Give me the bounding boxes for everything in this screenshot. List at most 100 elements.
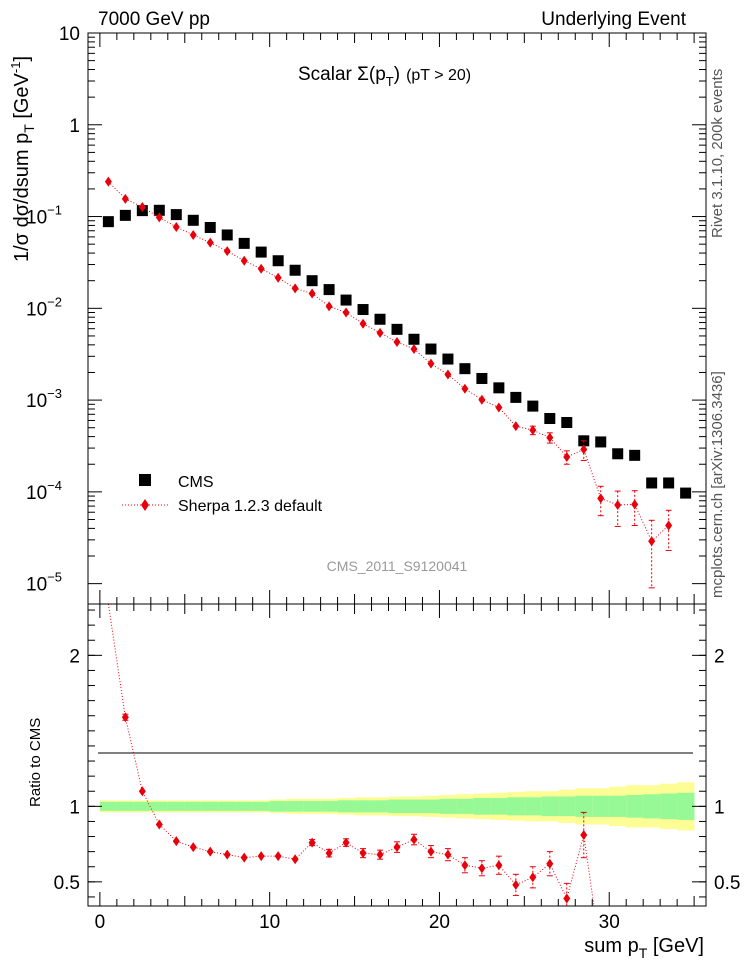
ratio-band-inner xyxy=(456,798,474,814)
sherpa-point xyxy=(444,369,452,380)
ratio-band-inner xyxy=(252,801,271,811)
sherpa-point xyxy=(138,202,146,213)
ratio-ytick-label-left: 0.5 xyxy=(54,873,80,894)
ratio-band-inner xyxy=(218,801,237,811)
ratio-band-inner xyxy=(660,793,678,820)
ratio-band-inner xyxy=(558,796,576,817)
cms-point xyxy=(425,343,437,355)
sherpa-ratio-point xyxy=(563,893,571,904)
sherpa-point xyxy=(478,394,486,405)
ratio-ytick-label-left: 2 xyxy=(69,646,80,667)
sherpa-point xyxy=(104,176,112,187)
ratio-band-inner xyxy=(371,800,389,813)
sherpa-ratio-point xyxy=(189,842,197,853)
sherpa-point xyxy=(240,255,248,266)
cms-point xyxy=(238,237,250,249)
main-ytick-label: 10−4 xyxy=(26,478,62,504)
sherpa-ratio-point xyxy=(274,851,282,862)
ratio-band-inner xyxy=(354,800,372,813)
analysis-watermark: CMS_2011_S9120041 xyxy=(327,558,468,574)
cms-point xyxy=(629,449,641,461)
legend-marker-sherpa xyxy=(141,499,149,511)
ratio-band-inner xyxy=(473,798,491,815)
legend-marker-cms xyxy=(139,474,151,486)
sherpa-ratio-point xyxy=(427,846,435,857)
sherpa-ratio-point xyxy=(580,830,588,841)
sherpa-point xyxy=(563,451,571,462)
ratio-band-inner xyxy=(337,800,355,813)
cms-point xyxy=(187,214,199,226)
ratio-xtick-label: 10 xyxy=(259,912,280,933)
ratio-band-inner xyxy=(609,795,627,817)
cms-point xyxy=(527,400,539,412)
cms-point xyxy=(323,284,335,296)
main-marks xyxy=(102,176,692,589)
sherpa-point xyxy=(427,358,435,369)
cms-point xyxy=(646,477,658,489)
energy-label: 7000 GeV pp xyxy=(98,9,210,30)
cms-point xyxy=(493,382,505,394)
main-ytick-label: 10−1 xyxy=(26,203,62,229)
cms-point xyxy=(680,487,692,499)
cms-point xyxy=(476,372,488,384)
cms-point xyxy=(153,204,165,216)
sherpa-point xyxy=(665,520,673,531)
plot-title: Scalar Σ(pT) (pT > 20) xyxy=(298,64,471,89)
ratio-band-inner xyxy=(405,799,423,814)
sherpa-point xyxy=(546,432,554,443)
cms-point xyxy=(408,333,420,345)
sherpa-point xyxy=(495,402,503,413)
sherpa-ratio-point xyxy=(257,851,265,862)
cms-point xyxy=(204,221,216,233)
cms-point xyxy=(663,477,675,489)
ratio-band-inner xyxy=(303,801,321,812)
sherpa-point xyxy=(529,425,537,436)
cms-point xyxy=(561,416,573,428)
ratio-ytick-label-right: 2 xyxy=(714,646,725,667)
ratio-marks xyxy=(107,603,595,907)
ratio-band-inner xyxy=(167,801,186,811)
mcplots-label: mcplots.cern.ch [arXiv:1306.3436] xyxy=(709,371,726,598)
sherpa-point xyxy=(257,263,265,274)
ratio-ylabel: Ratio to CMS xyxy=(27,718,44,807)
sherpa-ratio-point xyxy=(478,863,486,874)
sherpa-point xyxy=(172,221,180,232)
x-axis-label: sum pT [GeV] xyxy=(584,935,704,961)
ratio-ytick-label-right: 0.5 xyxy=(714,873,740,894)
sherpa-point xyxy=(512,421,520,432)
cms-point xyxy=(374,313,386,325)
sherpa-point xyxy=(359,318,367,329)
cms-point xyxy=(272,255,284,267)
main-ytick-label: 10 xyxy=(59,24,80,45)
ratio-band-inner xyxy=(99,801,118,811)
sherpa-ratio-point xyxy=(546,858,554,869)
sherpa-point xyxy=(597,493,605,504)
ratio-frame xyxy=(87,603,707,907)
sherpa-ratio-point xyxy=(155,819,163,830)
sherpa-ratio-point xyxy=(121,712,129,723)
cms-point xyxy=(306,275,318,287)
sherpa-ratio-point xyxy=(325,848,333,859)
ratio-band-inner xyxy=(643,794,661,819)
legend-label-cms: CMS xyxy=(178,474,214,491)
ratio-xtick-label: 20 xyxy=(429,912,450,933)
sherpa-ratio-point xyxy=(410,834,418,845)
ratio-band-inner xyxy=(388,799,406,814)
sherpa-point xyxy=(223,246,231,257)
ratio-band-inner xyxy=(116,801,135,811)
sherpa-point xyxy=(410,344,418,355)
ratio-band-inner xyxy=(269,801,288,812)
sherpa-point xyxy=(121,193,129,204)
sherpa-ratio-point xyxy=(206,846,214,857)
ratio-band-inner xyxy=(524,797,542,816)
process-label: Underlying Event xyxy=(541,9,686,30)
sherpa-ratio-point xyxy=(138,786,146,797)
ratio-band-inner xyxy=(677,792,695,820)
ratio-band-inner xyxy=(592,795,610,817)
ratio-band-inner xyxy=(490,798,508,815)
rivet-label: Rivet 3.1.10, 200k events xyxy=(709,69,726,238)
ratio-band-inner xyxy=(541,796,559,817)
cms-point xyxy=(612,448,624,460)
cms-point xyxy=(595,436,607,448)
